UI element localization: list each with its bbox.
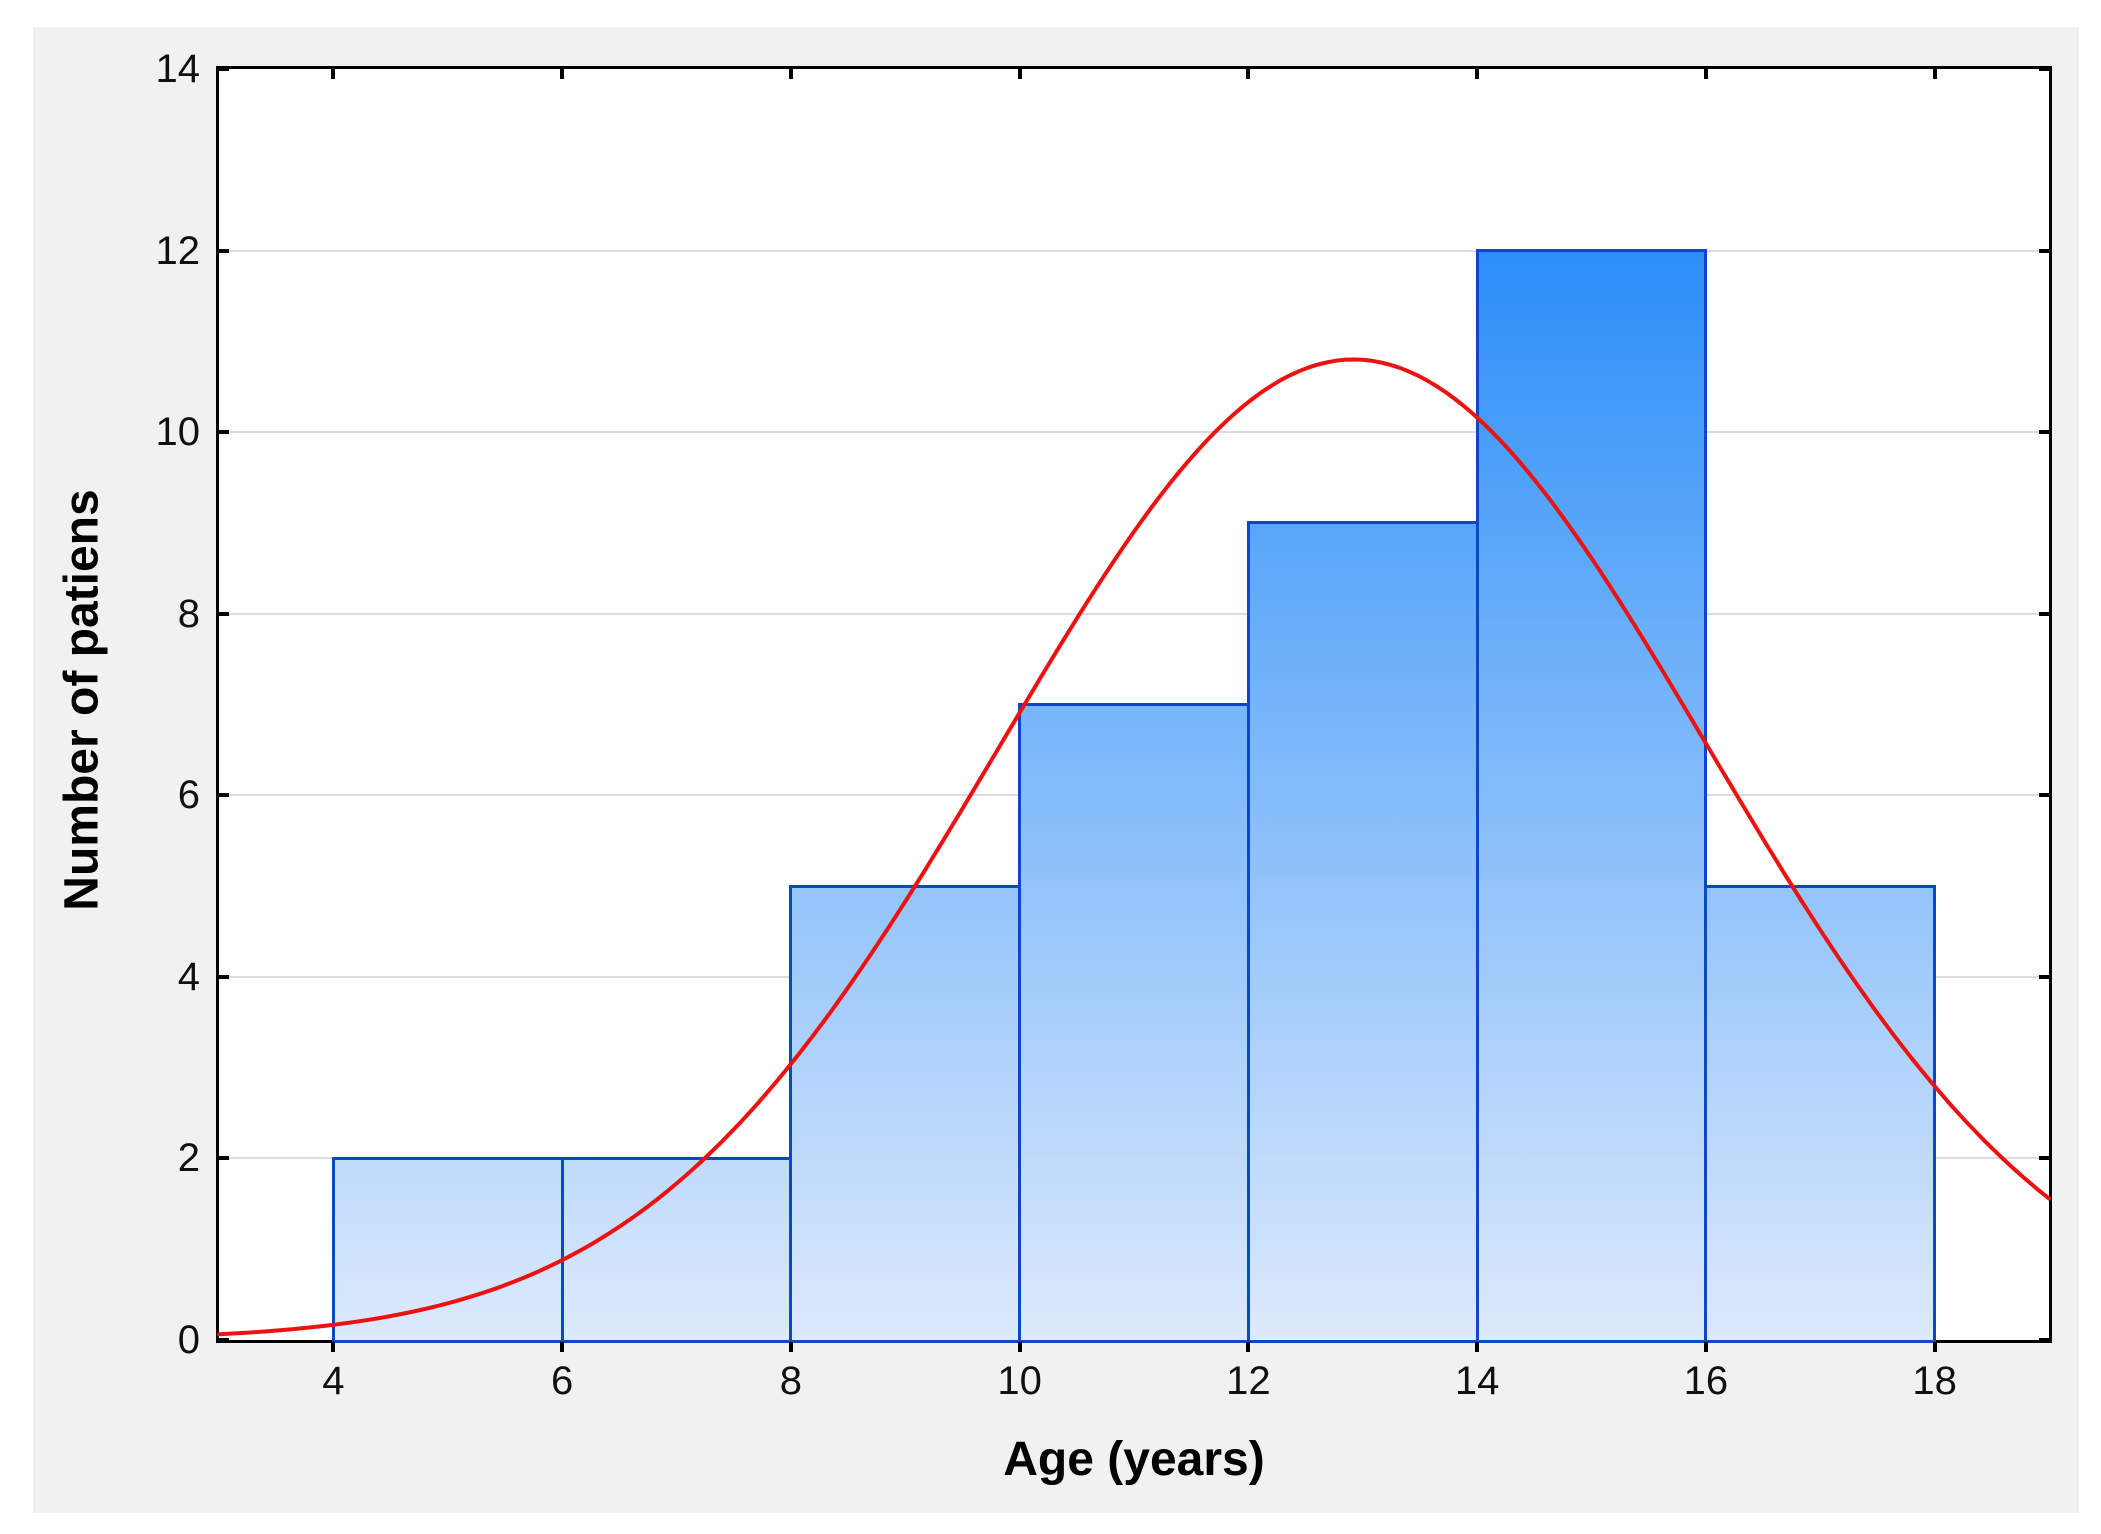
x-axis-tick-top [331, 69, 336, 79]
y-axis-tick [219, 67, 229, 71]
y-axis-tick [219, 793, 229, 798]
x-axis-tick-top [1703, 69, 1708, 79]
y-axis-tick-right [2039, 248, 2049, 253]
y-axis-tick [219, 1156, 229, 1161]
gridline [219, 249, 2049, 252]
y-axis-tick-right [2039, 611, 2049, 616]
x-tick-label: 10 [997, 1359, 1042, 1403]
y-axis-tick-right [2039, 67, 2049, 71]
normal-fit-curve-line [217, 357, 2051, 1337]
y-tick-label: 8 [177, 591, 200, 636]
x-axis-tick [1475, 1342, 1480, 1352]
histogram-bar [331, 1156, 564, 1343]
gridline [219, 431, 2049, 434]
y-axis-tick-right [2039, 793, 2049, 798]
x-axis-tick-top [788, 69, 793, 79]
y-tick-label: 6 [177, 773, 200, 818]
y-axis-tick-right [2039, 1156, 2049, 1161]
x-axis-tick [331, 1342, 336, 1352]
x-axis-tick [1703, 1342, 1708, 1352]
y-tick-label: 2 [177, 1136, 200, 1181]
y-tick-label: 0 [177, 1318, 200, 1362]
y-axis-tick [219, 1338, 229, 1342]
x-tick-label: 6 [551, 1359, 574, 1403]
x-tick-label: 14 [1454, 1359, 1500, 1403]
y-axis-tick [219, 430, 229, 435]
x-axis-tick [788, 1342, 793, 1352]
histogram-bar [1704, 884, 1937, 1343]
x-axis-tick-top [560, 69, 565, 79]
x-axis-tick-top [1475, 69, 1480, 79]
y-axis-tick-right [2039, 1338, 2049, 1342]
histogram-bar [560, 1156, 793, 1343]
histogram-bar [1246, 521, 1479, 1343]
x-axis-tick [560, 1342, 565, 1352]
y-tick-label: 10 [155, 410, 201, 455]
x-tick-label: 18 [1912, 1359, 1957, 1403]
x-tick-label: 16 [1683, 1359, 1729, 1403]
x-axis-tick-top [1932, 69, 1937, 79]
y-tick-label: 14 [155, 47, 201, 91]
y-tick-label: 4 [177, 954, 200, 999]
x-axis-tick [1246, 1342, 1251, 1352]
normal-fit-curve [217, 357, 2051, 1337]
y-axis-tick [219, 248, 229, 253]
x-axis-tick [1017, 1342, 1022, 1352]
y-axis-tick [219, 974, 229, 979]
x-axis-title: Age (years) [1003, 1433, 1265, 1486]
histogram-bar [789, 884, 1022, 1343]
histogram-bar [1475, 249, 1708, 1343]
y-tick-label: 12 [155, 228, 201, 273]
y-axis-tick [219, 611, 229, 616]
plot-area [216, 66, 2052, 1343]
x-tick-label: 8 [779, 1359, 802, 1403]
y-axis-tick-right [2039, 974, 2049, 979]
x-tick-label: 4 [322, 1359, 345, 1403]
x-axis-tick-top [1246, 69, 1251, 79]
gridline [219, 612, 2049, 615]
x-axis-tick [1932, 1342, 1937, 1352]
y-axis-tick-right [2039, 430, 2049, 435]
x-tick-label: 12 [1226, 1359, 1271, 1403]
y-axis-title: Number of patiens [55, 489, 109, 911]
x-axis-tick-top [1017, 69, 1022, 79]
